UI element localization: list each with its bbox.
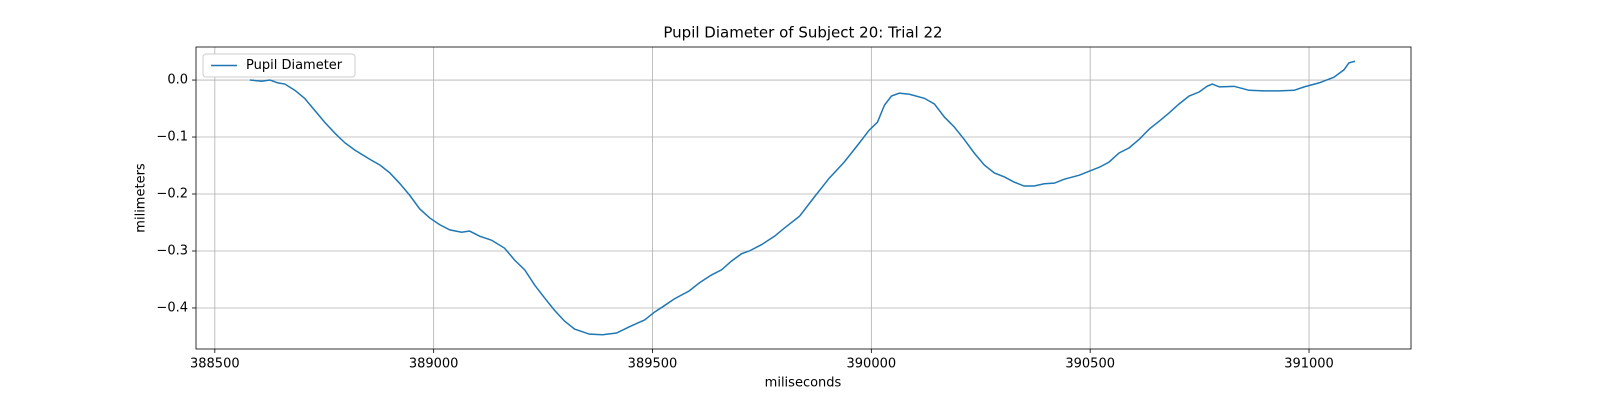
x-tick-label: 389500 [628, 357, 678, 372]
y-tick-label: 0.0 [167, 73, 188, 88]
y-tick-label: −0.3 [156, 243, 188, 258]
x-axis-label: miliseconds [765, 376, 842, 391]
y-tick-label: −0.4 [156, 300, 188, 315]
chart-title: Pupil Diameter of Subject 20: Trial 22 [663, 24, 942, 42]
x-tick-label: 391000 [1284, 357, 1334, 372]
x-tick-label: 388500 [190, 357, 240, 372]
y-tick-label: −0.1 [156, 130, 188, 145]
y-axis-label: milimeters [134, 163, 149, 233]
legend-box [202, 53, 356, 78]
y-tick-label: −0.2 [156, 187, 188, 202]
legend-label: Pupil Diameter [246, 58, 343, 73]
x-tick-label: 390000 [847, 357, 897, 372]
x-tick-label: 390500 [1065, 357, 1115, 372]
x-tick-label: 389000 [409, 357, 459, 372]
plot-frame [195, 46, 1412, 350]
data-line [249, 60, 1356, 336]
